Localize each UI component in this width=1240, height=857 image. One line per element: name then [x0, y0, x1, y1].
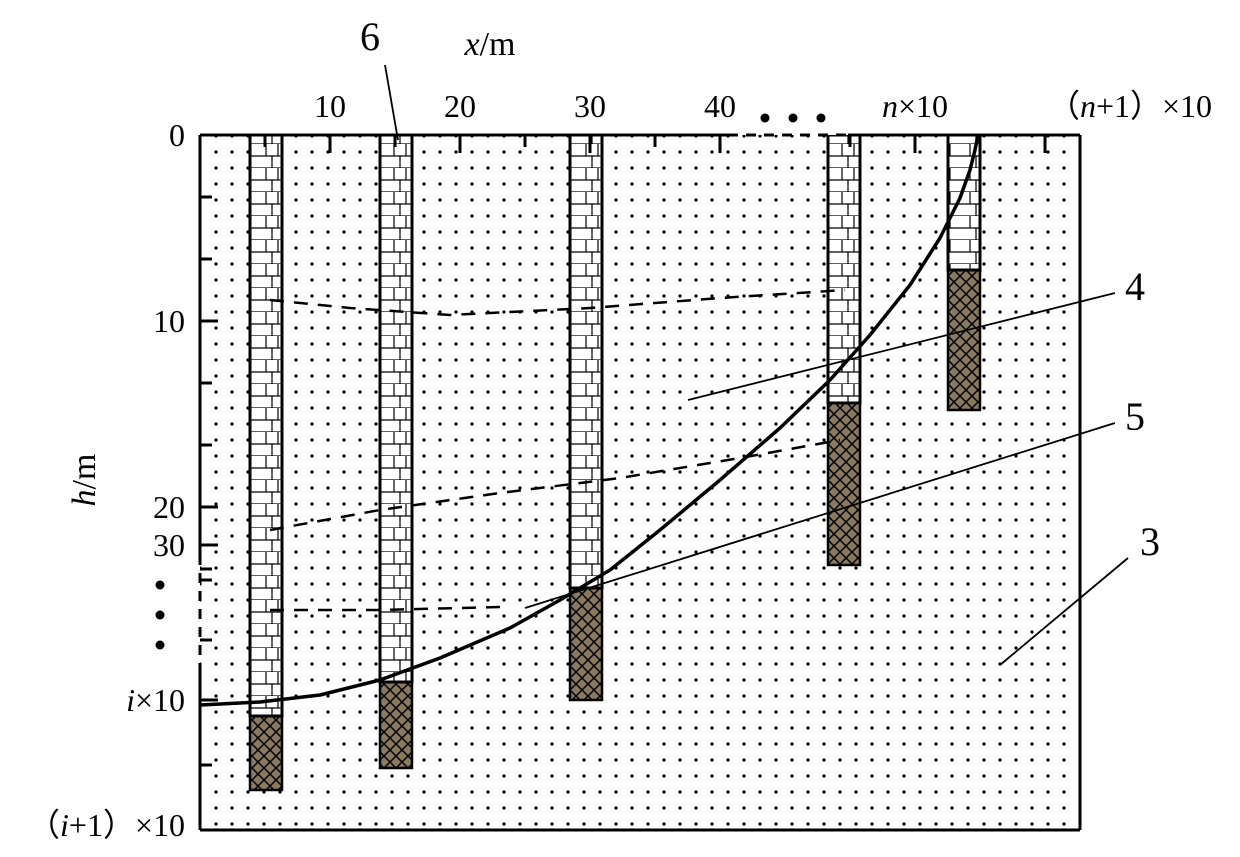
column-hatch — [250, 716, 282, 790]
x-label-np1: （n+1）×10 — [1048, 88, 1212, 124]
y-ellipsis-dot — [156, 611, 165, 620]
diagram-container: 10203040n×10（n+1）×10x/m0102030i×10（i+1）×… — [0, 0, 1240, 857]
column-hatch — [828, 403, 860, 565]
y-label-ip1: （i+1）×10 — [28, 807, 185, 843]
y-ellipsis-dot — [156, 641, 165, 650]
x-ellipsis-dot — [789, 114, 798, 123]
y-axis-title: h/m — [66, 454, 103, 507]
y-tick-label-30: 30 — [153, 527, 185, 563]
x-tick-label: 20 — [444, 88, 476, 124]
x-label-n10: n×10 — [882, 88, 948, 124]
x-tick-label: 10 — [314, 88, 346, 124]
x-tick-label: 30 — [574, 88, 606, 124]
column-hatch — [948, 270, 980, 410]
callout-label-3: 3 — [1140, 519, 1160, 564]
x-ellipsis-dot — [817, 114, 826, 123]
callout-line-6 — [385, 65, 398, 140]
x-tick-label: 40 — [704, 88, 736, 124]
y-label-i10: i×10 — [126, 682, 185, 718]
y-ellipsis-dot — [156, 581, 165, 590]
callout-label-4: 4 — [1125, 264, 1145, 309]
x-ellipsis-dot — [761, 114, 770, 123]
y-tick-label: 20 — [153, 489, 185, 525]
column-hatch — [570, 588, 602, 700]
y-tick-label: 10 — [153, 303, 185, 339]
callout-label-5: 5 — [1125, 394, 1145, 439]
column-brick — [570, 135, 602, 588]
x-axis-title: x/m — [464, 26, 516, 63]
column-brick — [250, 135, 282, 716]
diagram-svg: 10203040n×10（n+1）×10x/m0102030i×10（i+1）×… — [0, 0, 1240, 857]
column-hatch — [380, 682, 412, 768]
callout-label-6: 6 — [360, 14, 380, 59]
column-brick — [380, 135, 412, 682]
y-tick-label: 0 — [169, 117, 185, 153]
